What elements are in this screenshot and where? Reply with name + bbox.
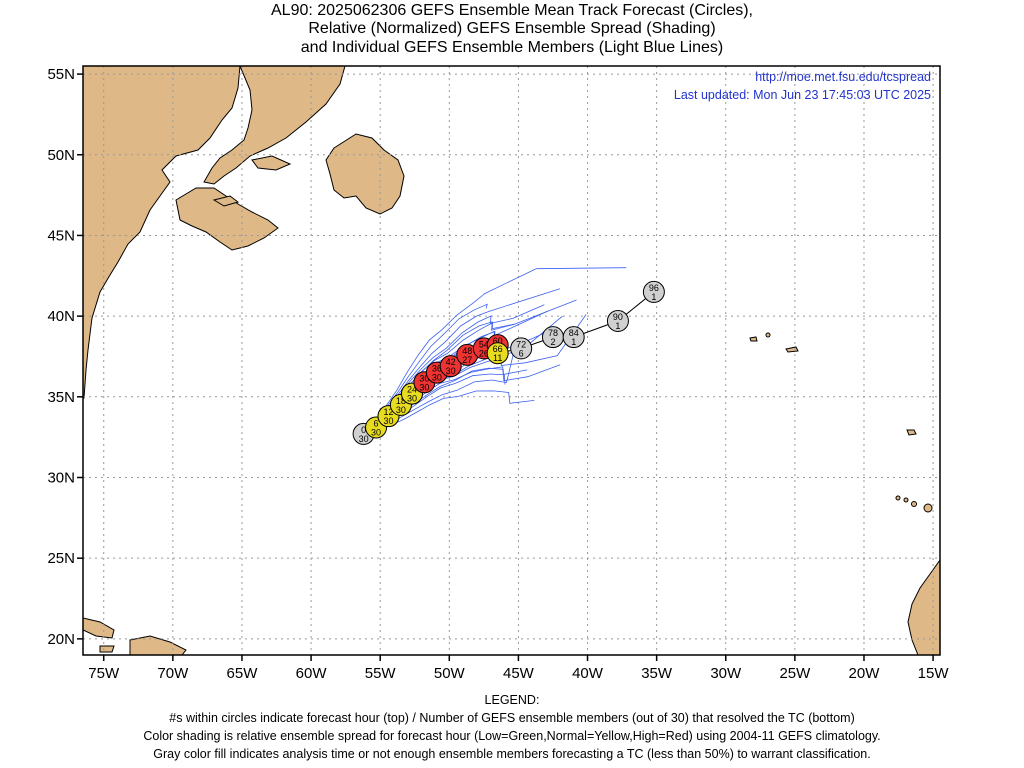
lat-tick-label: 50N bbox=[47, 147, 75, 164]
track-circle bbox=[486, 342, 509, 365]
forecast-hour: 84 bbox=[569, 328, 579, 338]
lat-tick-label: 35N bbox=[47, 389, 75, 406]
canary-island-1 bbox=[923, 503, 933, 513]
canary-island-2 bbox=[911, 501, 917, 507]
north-america-land bbox=[83, 66, 241, 399]
forecast-hour: 24 bbox=[407, 385, 417, 395]
canary-island-4 bbox=[895, 495, 901, 501]
mean-track-circles: 0306301230183024303030363042304827542660… bbox=[352, 280, 665, 445]
member-track-15 bbox=[363, 267, 627, 435]
member-count: 27 bbox=[462, 355, 472, 365]
hispaniola-land bbox=[129, 635, 187, 655]
track-circle bbox=[642, 280, 665, 303]
last-updated: Last updated: Mon Jun 23 17:45:03 UTC 20… bbox=[674, 88, 931, 102]
jamaica-land bbox=[99, 645, 115, 653]
lat-tick-label: 55N bbox=[47, 66, 75, 83]
lon-tick-label: 50W bbox=[434, 665, 466, 682]
title-line-3: and Individual GEFS Ensemble Members (Li… bbox=[300, 39, 724, 56]
lon-tick-label: 30W bbox=[710, 665, 742, 682]
map-frame bbox=[82, 65, 941, 656]
legend-line-2: Color shading is relative ensemble sprea… bbox=[143, 729, 881, 743]
lon-tick-label: 65W bbox=[227, 665, 259, 682]
azores-island-2 bbox=[749, 336, 758, 342]
forecast-hour: 48 bbox=[462, 346, 472, 356]
member-count: 1 bbox=[615, 321, 620, 331]
member-count: 30 bbox=[432, 373, 442, 383]
africa-land bbox=[907, 559, 940, 655]
member-count: 30 bbox=[371, 427, 381, 437]
canary-island-3 bbox=[903, 497, 909, 503]
track-circle bbox=[606, 309, 629, 332]
legend-line-1: #s within circles indicate forecast hour… bbox=[169, 711, 855, 725]
newfoundland-land bbox=[325, 133, 405, 215]
forecast-hour: 72 bbox=[516, 339, 526, 349]
legend-line-3: Gray color fill indicates analysis time … bbox=[153, 747, 871, 761]
member-count: 6 bbox=[519, 348, 524, 358]
member-count: 30 bbox=[383, 416, 393, 426]
graticule bbox=[83, 66, 940, 655]
forecast-hour: 18 bbox=[396, 396, 406, 406]
azores-island-3 bbox=[765, 332, 771, 338]
title-line-2: Relative (Normalized) GEFS Ensemble Spre… bbox=[308, 20, 716, 37]
member-count: 30 bbox=[359, 434, 369, 444]
track-circle bbox=[439, 355, 462, 378]
forecast-hour: 90 bbox=[613, 312, 623, 322]
forecast-hour: 12 bbox=[383, 407, 393, 417]
lon-tick-label: 75W bbox=[88, 665, 120, 682]
latitude-axis: 20N 25N 30N 35N 40N 45N 50N 55N bbox=[47, 66, 83, 648]
member-count: 2 bbox=[550, 337, 555, 347]
member-count: 26 bbox=[479, 348, 489, 358]
lon-tick-label: 55W bbox=[365, 665, 397, 682]
lat-tick-label: 30N bbox=[47, 469, 75, 486]
forecast-hour: 6 bbox=[374, 418, 379, 428]
forecast-hour: 0 bbox=[361, 425, 366, 435]
lat-tick-label: 20N bbox=[47, 631, 75, 648]
lon-tick-label: 70W bbox=[157, 665, 189, 682]
lon-tick-label: 40W bbox=[572, 665, 604, 682]
forecast-hour: 60 bbox=[493, 336, 503, 346]
member-count: 30 bbox=[419, 382, 429, 392]
member-count: 1 bbox=[571, 337, 576, 347]
track-point-84: 841 bbox=[562, 326, 585, 349]
legend-heading: LEGEND: bbox=[484, 693, 540, 707]
forecast-hour: 96 bbox=[649, 283, 659, 293]
lat-tick-label: 25N bbox=[47, 550, 75, 567]
track-circle bbox=[510, 337, 533, 360]
lon-tick-label: 60W bbox=[296, 665, 328, 682]
maritimes-land bbox=[175, 187, 279, 251]
lat-tick-label: 40N bbox=[47, 308, 75, 325]
track-point-96: 961 bbox=[642, 280, 665, 303]
forecast-hour: 78 bbox=[548, 328, 558, 338]
member-count: 30 bbox=[446, 366, 456, 376]
track-point-72: 726 bbox=[510, 337, 533, 360]
longitude-axis: 75W 70W 65W 60W 55W 50W 45W 40W 35W 30W 25W 20W 15W bbox=[88, 655, 949, 682]
anticosti-land bbox=[251, 155, 292, 171]
member-count: 1 bbox=[651, 292, 656, 302]
member-count: 30 bbox=[407, 394, 417, 404]
lon-tick-label: 25W bbox=[779, 665, 811, 682]
forecast-hour: 66 bbox=[493, 344, 503, 354]
member-count: 30 bbox=[396, 405, 406, 415]
track-circle bbox=[562, 326, 585, 349]
lon-tick-label: 15W bbox=[918, 665, 950, 682]
lon-tick-label: 20W bbox=[849, 665, 881, 682]
forecast-hour: 54 bbox=[479, 339, 489, 349]
member-count: 11 bbox=[493, 353, 502, 363]
pei-land bbox=[212, 195, 240, 207]
forecast-hour: 42 bbox=[446, 357, 456, 367]
madeira-island bbox=[906, 429, 917, 436]
forecast-hour: 36 bbox=[432, 364, 442, 374]
track-point-90: 901 bbox=[606, 309, 629, 332]
lon-tick-label: 45W bbox=[503, 665, 535, 682]
lat-tick-label: 45N bbox=[47, 227, 75, 244]
track-point-78: 782 bbox=[541, 326, 564, 349]
cuba-land bbox=[83, 617, 115, 639]
forecast-hour: 30 bbox=[419, 373, 429, 383]
lon-tick-label: 35W bbox=[641, 665, 673, 682]
source-url: http://moe.met.fsu.edu/tcspread bbox=[755, 70, 931, 84]
title-line-1: AL90: 2025062306 GEFS Ensemble Mean Trac… bbox=[271, 2, 753, 19]
